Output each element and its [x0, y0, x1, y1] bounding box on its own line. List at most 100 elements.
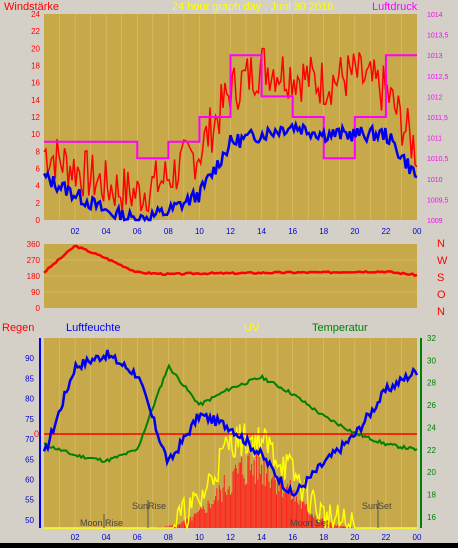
- sun-set-annotation: SunSet: [362, 501, 392, 511]
- humidity-tick-label: 55: [25, 496, 34, 505]
- x-tick-label: 14: [257, 533, 266, 542]
- temperature-tick-label: 26: [427, 401, 436, 410]
- lower-grid: [59, 338, 402, 528]
- compass-letter: N: [437, 306, 445, 318]
- humidity-label: Luftfeuchte: [66, 322, 120, 334]
- lower-x-axis: 02 04 06 08 10 12 14 16 18 20 22 00: [71, 533, 422, 542]
- direction-tick-label: 270: [27, 256, 41, 265]
- temperature-tick-label: 20: [427, 468, 436, 477]
- wind-tick-label: 22: [31, 27, 40, 36]
- pressure-series: [44, 54, 417, 160]
- compass-letter: W: [437, 255, 448, 267]
- rain-zero-label: 0: [34, 429, 39, 439]
- x-tick-label: 00: [413, 227, 422, 236]
- wind-tick-label: 2: [36, 199, 41, 208]
- pressure-tick-label: 1010,5: [427, 156, 449, 163]
- wind-tick-label: 20: [31, 44, 40, 53]
- x-tick-label: 22: [381, 533, 390, 542]
- temperature-tick-label: 22: [427, 446, 436, 455]
- pressure-label: Luftdruck: [372, 1, 418, 13]
- x-tick-label: 08: [164, 227, 173, 236]
- x-tick-label: 10: [195, 533, 204, 542]
- pressure-tick-label: 1011,5: [427, 115, 448, 122]
- wind-tick-label: 14: [31, 96, 40, 105]
- direction-tick-label: 90: [31, 288, 40, 297]
- pressure-tick-label: 1014: [427, 12, 443, 19]
- humidity-tick-label: 50: [25, 516, 34, 525]
- direction-tick-label: 180: [27, 272, 41, 281]
- x-tick-label: 02: [71, 533, 80, 542]
- humidity-tick-label: 85: [25, 374, 34, 383]
- x-tick-label: 10: [195, 227, 204, 236]
- wind-average-series: [42, 119, 418, 223]
- x-tick-label: 08: [164, 533, 173, 542]
- moon-set-annotation: Moon Set: [290, 518, 329, 528]
- humidity-tick-label: 65: [25, 455, 34, 464]
- x-tick-label: 04: [102, 227, 111, 236]
- uv-label: UV: [244, 322, 260, 334]
- direction-tick-label: 0: [36, 304, 41, 313]
- x-tick-label: 06: [133, 533, 142, 542]
- pressure-tick-label: 1009: [427, 218, 443, 225]
- pressure-tick-label: 1010: [427, 177, 443, 184]
- pressure-tick-label: 1013: [427, 53, 443, 60]
- compass-letter: N: [437, 238, 445, 250]
- x-tick-label: 18: [319, 533, 328, 542]
- wind-tick-label: 24: [31, 10, 40, 19]
- x-tick-label: 04: [102, 533, 111, 542]
- temperature-series: [43, 363, 418, 463]
- x-tick-label: 22: [381, 227, 390, 236]
- wind-tick-label: 16: [31, 79, 40, 88]
- compass-letter: O: [437, 289, 446, 301]
- humidity-tick-label: 90: [25, 354, 34, 363]
- wind-tick-label: 4: [36, 182, 41, 191]
- x-tick-label: 18: [319, 227, 328, 236]
- wind-tick-label: 10: [31, 130, 40, 139]
- x-tick-label: 06: [133, 227, 142, 236]
- temperature-tick-label: 32: [427, 334, 436, 343]
- wind-x-axis: 02 04 06 08 10 12 14 16 18 20 22 00: [71, 227, 422, 236]
- pressure-tick-label: 1011: [427, 136, 442, 143]
- wind-speed-label: Windstärke: [4, 1, 59, 13]
- temperature-tick-label: 16: [427, 513, 436, 522]
- x-tick-label: 14: [257, 227, 266, 236]
- x-tick-label: 20: [350, 533, 359, 542]
- solar-radiation-series: [155, 443, 352, 528]
- direction-grid: [44, 259, 417, 293]
- pressure-tick-label: 1012: [427, 94, 443, 101]
- moon-rise-annotation: Moon Rise: [80, 518, 123, 528]
- graph-title: 24 hour graph day : Juni 30 2016: [172, 1, 333, 13]
- x-tick-label: 16: [288, 533, 297, 542]
- humidity-series: [42, 349, 419, 497]
- temperature-label: Temperatur: [312, 322, 368, 334]
- direction-tick-label: 360: [27, 240, 41, 249]
- sun-rise-annotation: SunRise: [132, 501, 166, 511]
- x-tick-label: 12: [226, 533, 235, 542]
- wind-tick-label: 6: [36, 165, 41, 174]
- x-tick-label: 02: [71, 227, 80, 236]
- temperature-tick-label: 28: [427, 379, 436, 388]
- temperature-tick-label: 30: [427, 356, 436, 365]
- wind-tick-label: 0: [36, 216, 41, 225]
- humidity-tick-label: 75: [25, 415, 34, 424]
- humidity-tick-label: 60: [25, 475, 34, 484]
- rain-label: Regen: [2, 322, 34, 334]
- humidity-axis: 50 55 60 65 70 75 80 85 90: [25, 338, 41, 528]
- humidity-tick-label: 80: [25, 395, 34, 404]
- pressure-tick-label: 1009,5: [427, 197, 449, 204]
- direction-y-axis: 0 90 180 270 360: [27, 240, 41, 313]
- wind-tick-label: 12: [31, 113, 40, 122]
- wind-tick-label: 18: [31, 62, 40, 71]
- wind-tick-label: 8: [36, 147, 41, 156]
- humidity-tick-label: 70: [25, 435, 34, 444]
- x-tick-label: 16: [288, 227, 297, 236]
- wind-direction-series: [43, 244, 418, 278]
- x-tick-label: 00: [413, 533, 422, 542]
- compass-letter: S: [437, 272, 444, 284]
- x-tick-label: 12: [226, 227, 235, 236]
- pressure-tick-label: 1012,5: [427, 74, 449, 81]
- temperature-tick-label: 18: [427, 490, 436, 499]
